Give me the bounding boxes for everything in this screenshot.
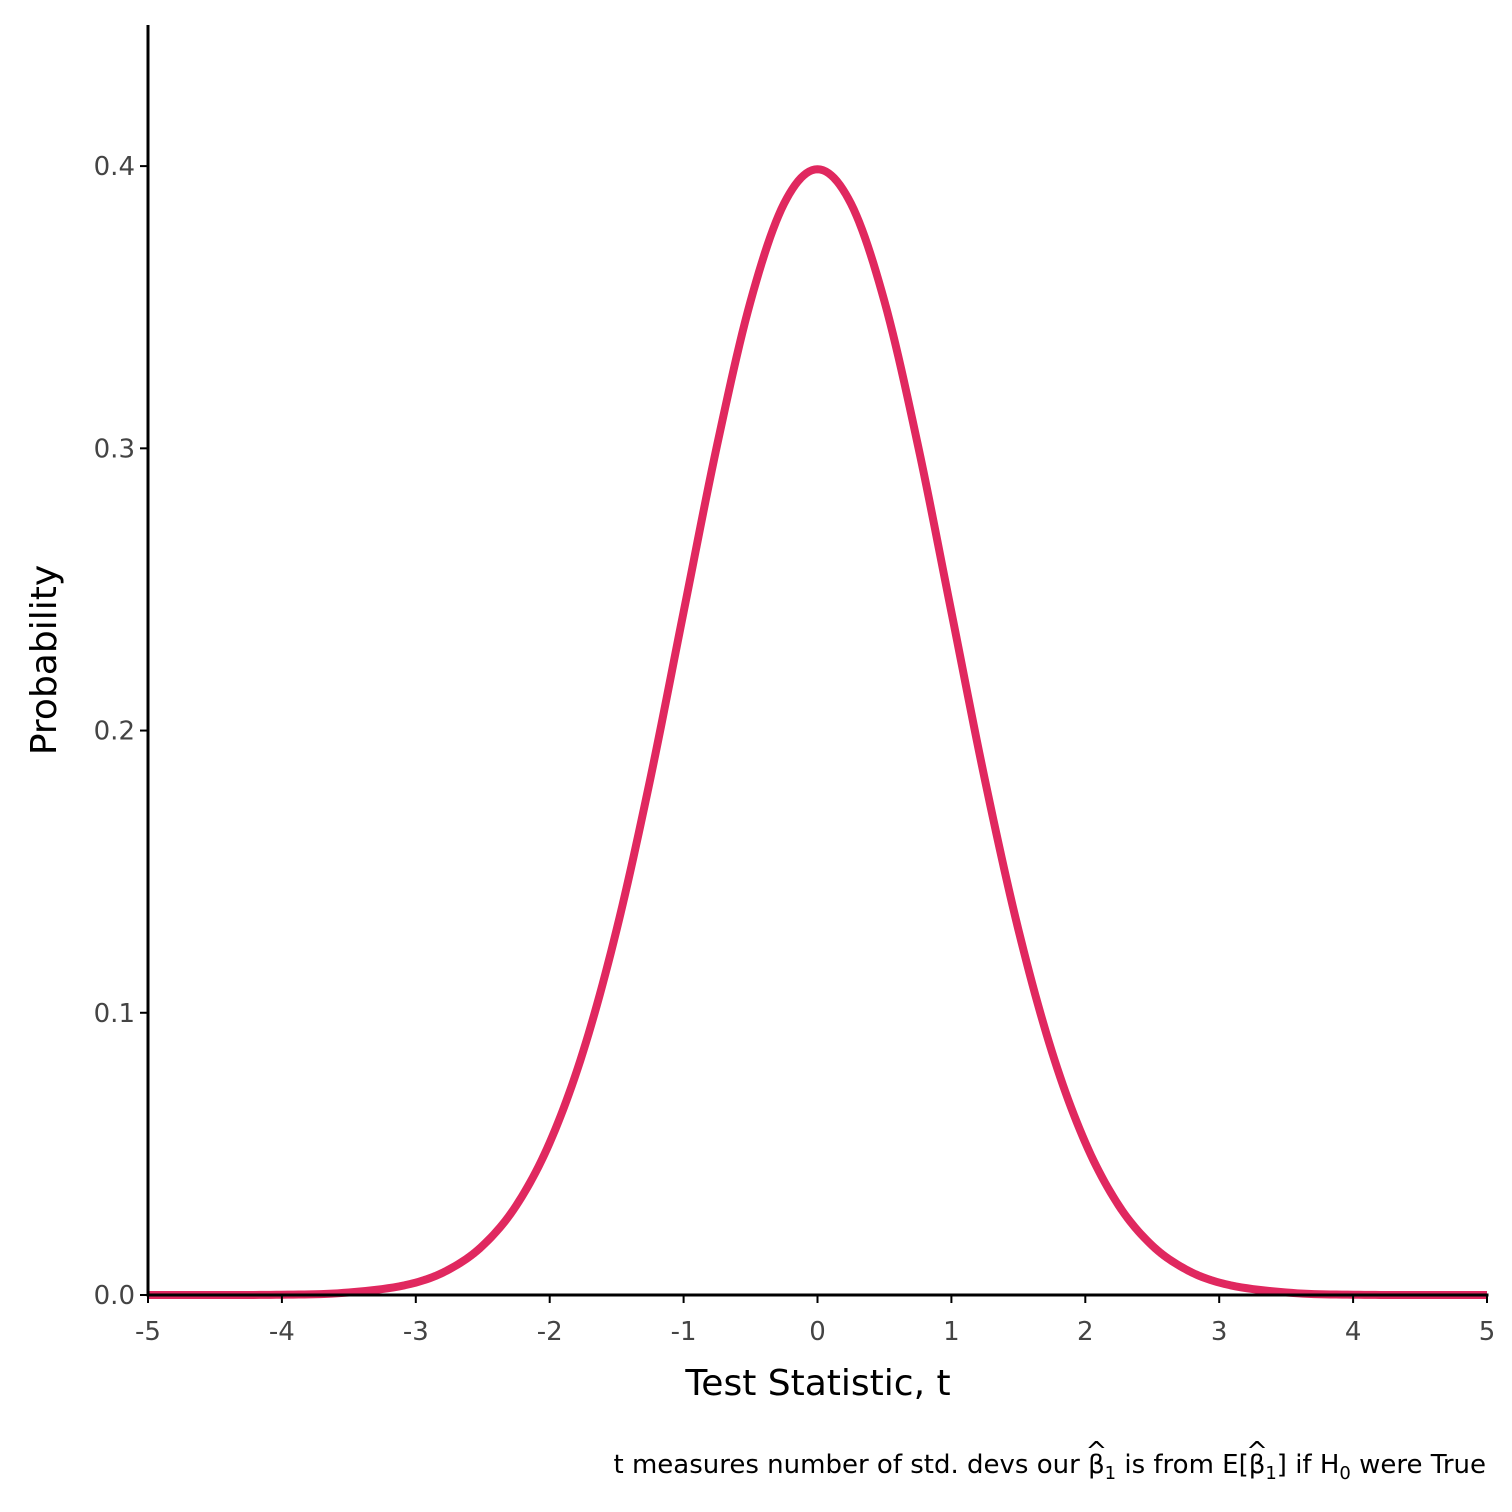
x-tick-label: -5	[135, 1317, 161, 1347]
x-axis-ticks: -5 -4 -3 -2 -1 0 1 2 3 4 5	[135, 1295, 1495, 1347]
density-curve	[148, 165, 1487, 1299]
y-axis-ticks: 0.0 0.1 0.2 0.3 0.4	[94, 152, 148, 1311]
beta-subscript-2: 1	[1265, 1463, 1276, 1484]
x-tick-label: 5	[1479, 1317, 1496, 1347]
caption-pre: t measures number of std. devs our	[614, 1450, 1089, 1480]
caption-close: ] if H	[1277, 1450, 1340, 1480]
x-tick-label: -4	[269, 1317, 295, 1347]
y-tick-label: 0.3	[94, 434, 135, 464]
h-subscript: 0	[1339, 1463, 1350, 1484]
y-tick-label: 0.2	[94, 717, 135, 747]
x-tick-label: 1	[943, 1317, 960, 1347]
y-axis-title: Probability	[24, 565, 65, 755]
x-tick-label: 3	[1211, 1317, 1228, 1347]
plot-layer	[148, 165, 1487, 1299]
caption-mid: is from E[	[1116, 1450, 1249, 1480]
x-tick-label: -2	[537, 1317, 563, 1347]
x-tick-label: -3	[403, 1317, 429, 1347]
x-tick-label: 2	[1077, 1317, 1094, 1347]
x-tick-label: 0	[809, 1317, 826, 1347]
y-tick-label: 0.0	[94, 1281, 135, 1311]
x-tick-label: 4	[1345, 1317, 1362, 1347]
y-tick-label: 0.1	[94, 999, 135, 1029]
caption-post: were True	[1351, 1450, 1486, 1480]
beta-hat-symbol: β	[1088, 1450, 1105, 1480]
beta-hat-symbol-2: β	[1249, 1450, 1266, 1480]
hat-accent: ^	[1246, 1437, 1268, 1467]
x-axis-title: Test Statistic, t	[684, 1363, 950, 1404]
y-tick-label: 0.4	[94, 152, 135, 182]
hat-layer: ^ ^	[1085, 1437, 1267, 1467]
beta-subscript: 1	[1105, 1463, 1116, 1484]
hat-accent: ^	[1085, 1437, 1107, 1467]
caption: t measures number of std. devs our β1 is…	[614, 1450, 1486, 1484]
x-tick-label: -1	[671, 1317, 697, 1347]
